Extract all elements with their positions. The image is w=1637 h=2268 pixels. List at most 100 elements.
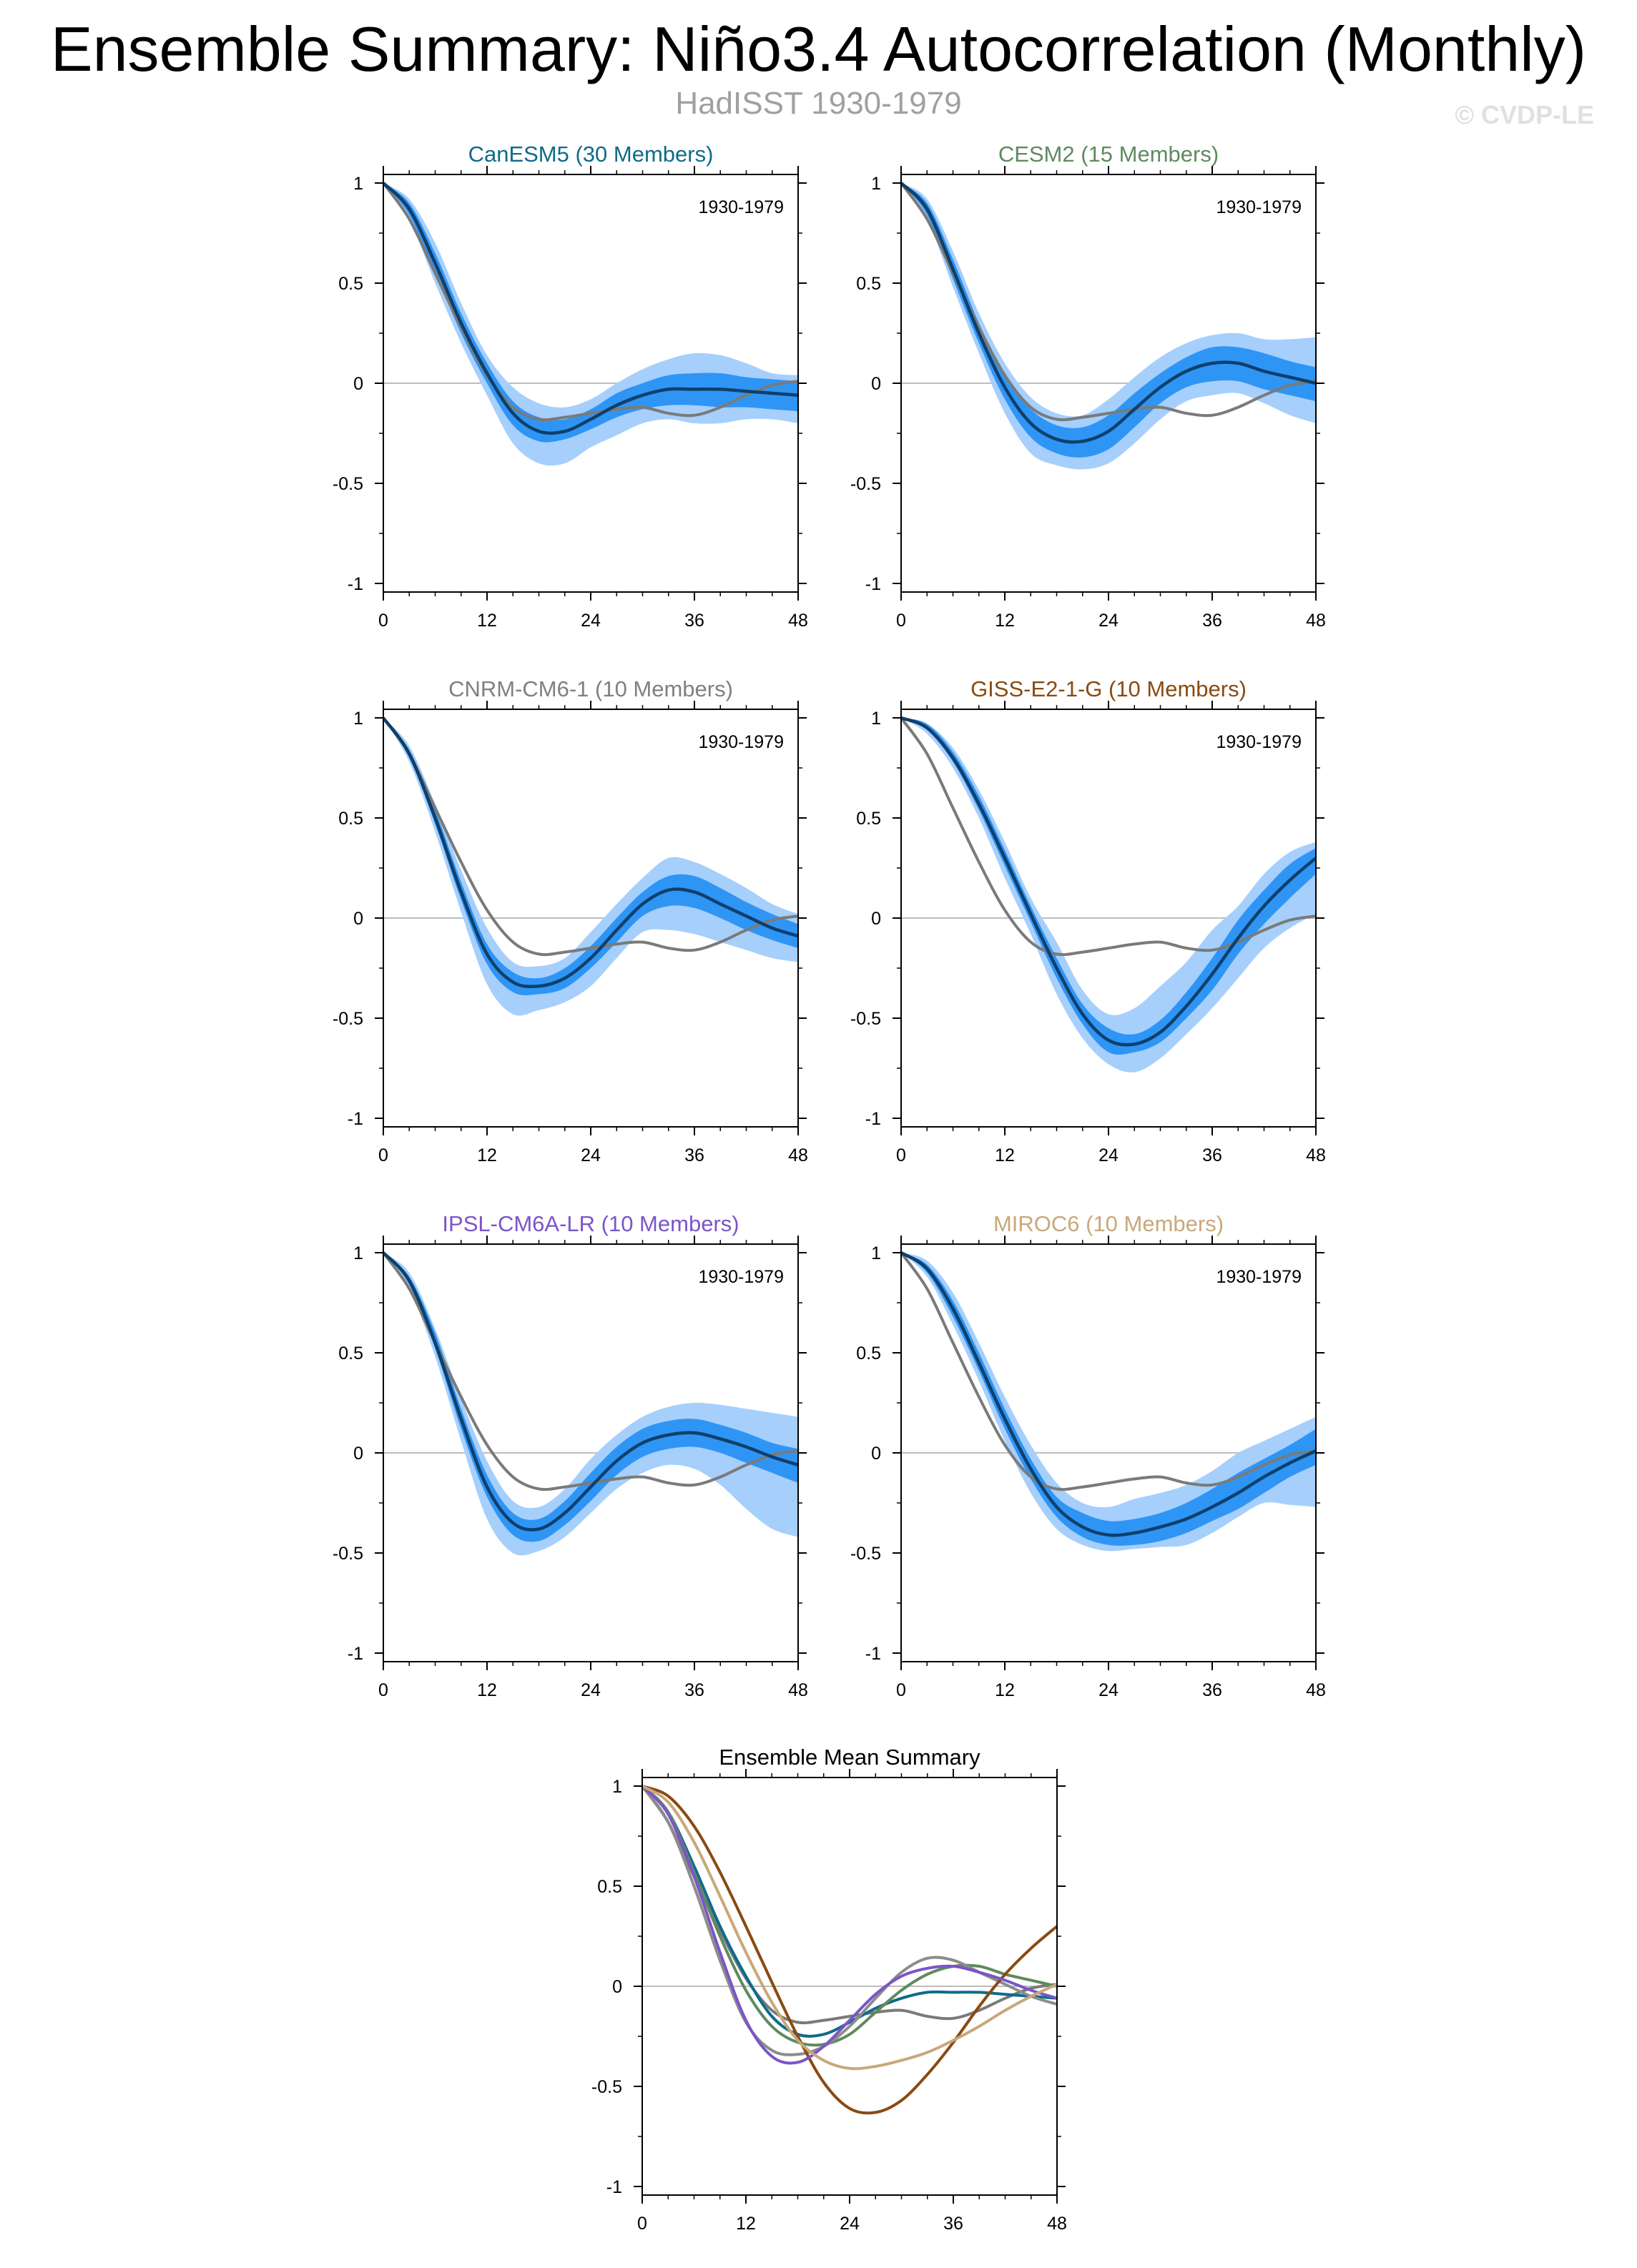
y-tick-label: 0 bbox=[353, 909, 363, 929]
panel-title: CNRM-CM6-1 (10 Members) bbox=[448, 676, 733, 701]
y-tick-label: 1 bbox=[871, 174, 881, 194]
panel-ipsl: IPSL-CM6A-LR (10 Members) 1 0.5 0 -0.5 -1 0 12 2… bbox=[333, 1211, 808, 1700]
ensemble-mean-line bbox=[901, 1251, 1316, 1537]
y-tick-label: 1 bbox=[612, 1777, 622, 1797]
panel-title: CESM2 (15 Members) bbox=[998, 142, 1219, 167]
outer-range-band bbox=[383, 1253, 798, 1556]
y-tick-label: -1 bbox=[865, 1644, 881, 1664]
y-tick-label: -1 bbox=[348, 1644, 363, 1664]
x-tick-label: 0 bbox=[896, 1680, 906, 1700]
x-tick-label: 24 bbox=[1098, 1680, 1119, 1700]
y-tick-label: 0.5 bbox=[856, 1343, 881, 1364]
panel-summary: Ensemble Mean Summary 1 0.5 0 -0.5 -1 0 12 24 36 4… bbox=[591, 1745, 1067, 2234]
x-tick-label: 0 bbox=[378, 1680, 388, 1700]
x-tick-label: 12 bbox=[477, 611, 497, 631]
x-tick-label: 36 bbox=[684, 1145, 704, 1165]
ensemble-mean-line bbox=[383, 716, 798, 989]
panel-giss: GISS-E2-1-G (10 Members) 1 0.5 0 -0.5 -1 0 12 24… bbox=[850, 676, 1326, 1165]
period-label: 1930-1979 bbox=[1216, 1267, 1302, 1287]
y-tick-label: 0 bbox=[871, 909, 881, 929]
page-title: Ensemble Summary: Niño3.4 Autocorrelatio… bbox=[50, 14, 1587, 84]
outer-range-band bbox=[383, 718, 798, 1016]
ensemble-mean-line bbox=[383, 182, 798, 435]
x-tick-label: 48 bbox=[1306, 1680, 1326, 1700]
x-tick-label: 48 bbox=[1306, 1145, 1326, 1165]
series-line-canesm5 bbox=[642, 1785, 1057, 2038]
x-tick-label: 36 bbox=[1202, 1145, 1222, 1165]
ensemble-mean-line bbox=[901, 182, 1316, 444]
y-tick-label: -0.5 bbox=[591, 2077, 622, 2097]
x-tick-label: 48 bbox=[788, 611, 808, 631]
panel-canesm5: CanESM5 (30 Members) 1 0.5 0 -0.5 -1 0 12 24 36 48… bbox=[333, 142, 808, 631]
panel-cesm2: CESM2 (15 Members) 1 0.5 0 -0.5 -1 0 12 24 36 48 19… bbox=[850, 142, 1326, 631]
observed-line bbox=[901, 1251, 1316, 1492]
x-tick-label: 0 bbox=[896, 1145, 906, 1165]
panel-title: IPSL-CM6A-LR (10 Members) bbox=[442, 1211, 739, 1236]
inner-range-band bbox=[901, 718, 1316, 1055]
series-line-ipsl-cm6a-lr bbox=[642, 1785, 1057, 2065]
panel-miroc6: MIROC6 (10 Members) 1 0.5 0 -0.5 -1 0 12 24 36 48 1… bbox=[850, 1211, 1326, 1700]
y-tick-label: -0.5 bbox=[850, 1544, 881, 1564]
series-line-giss-e2-1-g bbox=[642, 1785, 1057, 2115]
x-tick-label: 12 bbox=[995, 1680, 1015, 1700]
panel-title: CanESM5 (30 Members) bbox=[468, 142, 714, 167]
y-tick-label: 0 bbox=[871, 374, 881, 394]
x-tick-label: 24 bbox=[1098, 611, 1119, 631]
panel-title: Ensemble Mean Summary bbox=[719, 1745, 980, 1770]
y-tick-label: 0.5 bbox=[597, 1877, 622, 1897]
series-line-miroc6 bbox=[642, 1785, 1057, 2071]
y-tick-label: 0.5 bbox=[856, 809, 881, 829]
y-tick-label: 0.5 bbox=[856, 274, 881, 294]
y-tick-label: -0.5 bbox=[850, 1009, 881, 1029]
copyright-watermark: © CVDP-LE bbox=[1455, 100, 1594, 129]
x-tick-label: 48 bbox=[788, 1145, 808, 1165]
y-tick-label: -1 bbox=[348, 574, 363, 594]
x-tick-label: 12 bbox=[995, 1145, 1015, 1165]
ensemble-mean-line bbox=[901, 716, 1316, 1047]
y-tick-label: 0 bbox=[353, 374, 363, 394]
period-label: 1930-1979 bbox=[698, 732, 784, 752]
series-line-cnrm-cm6-1 bbox=[642, 1785, 1057, 2056]
x-tick-label: 24 bbox=[581, 1145, 601, 1165]
x-tick-label: 24 bbox=[581, 611, 601, 631]
x-tick-label: 12 bbox=[477, 1680, 497, 1700]
y-tick-label: -1 bbox=[606, 2177, 622, 2197]
period-label: 1930-1979 bbox=[1216, 197, 1302, 217]
x-tick-label: 0 bbox=[378, 1145, 388, 1165]
x-tick-label: 36 bbox=[943, 2214, 963, 2234]
plot-area bbox=[642, 1785, 1057, 2115]
outer-range-band bbox=[901, 1253, 1316, 1552]
period-label: 1930-1979 bbox=[698, 1267, 784, 1287]
x-tick-label: 48 bbox=[1306, 611, 1326, 631]
y-tick-label: -0.5 bbox=[333, 474, 363, 494]
observed-line bbox=[383, 1251, 798, 1492]
y-tick-label: 0.5 bbox=[338, 1343, 363, 1364]
x-tick-label: 36 bbox=[684, 1680, 704, 1700]
plot-area bbox=[901, 716, 1316, 1073]
x-tick-label: 48 bbox=[1047, 2214, 1067, 2234]
x-tick-label: 36 bbox=[684, 611, 704, 631]
y-tick-label: -1 bbox=[348, 1109, 363, 1129]
period-label: 1930-1979 bbox=[698, 197, 784, 217]
plot-area bbox=[901, 182, 1316, 470]
plot-area bbox=[383, 1251, 798, 1556]
y-tick-label: -1 bbox=[865, 1109, 881, 1129]
y-tick-label: 1 bbox=[353, 1243, 363, 1263]
y-tick-label: 1 bbox=[871, 1243, 881, 1263]
plot-area bbox=[383, 182, 798, 466]
x-tick-label: 12 bbox=[477, 1145, 497, 1165]
observed-line bbox=[901, 716, 1316, 957]
y-tick-label: 0 bbox=[612, 1977, 622, 1997]
y-tick-label: 1 bbox=[871, 709, 881, 729]
y-tick-label: 0.5 bbox=[338, 809, 363, 829]
y-tick-label: -1 bbox=[865, 574, 881, 594]
panel-title: GISS-E2-1-G (10 Members) bbox=[970, 676, 1247, 701]
series-line-cesm2 bbox=[642, 1785, 1057, 2047]
inner-range-band bbox=[901, 183, 1316, 458]
x-tick-label: 12 bbox=[736, 2214, 756, 2234]
x-tick-label: 24 bbox=[581, 1680, 601, 1700]
y-tick-label: 1 bbox=[353, 709, 363, 729]
panel-cnrm: CNRM-CM6-1 (10 Members) 1 0.5 0 -0.5 -1 0 12 24 3… bbox=[333, 676, 808, 1165]
x-tick-label: 36 bbox=[1202, 1680, 1222, 1700]
x-tick-label: 12 bbox=[995, 611, 1015, 631]
